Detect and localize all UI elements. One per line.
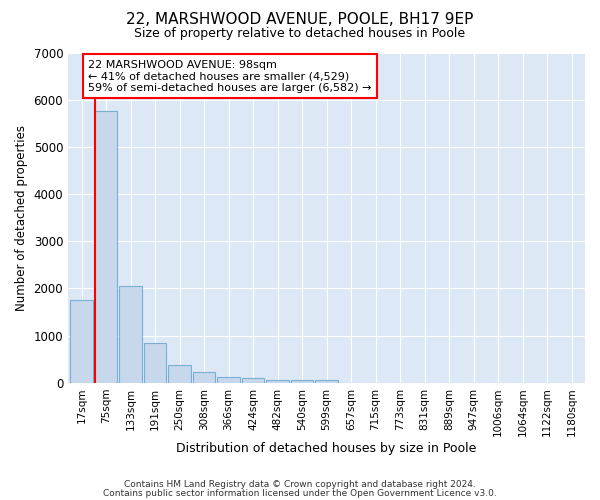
- Bar: [193, 372, 215, 383]
- Text: 22 MARSHWOOD AVENUE: 98sqm
← 41% of detached houses are smaller (4,529)
59% of s: 22 MARSHWOOD AVENUE: 98sqm ← 41% of deta…: [88, 60, 372, 93]
- Bar: [144, 342, 166, 383]
- Bar: [291, 380, 313, 383]
- Bar: [266, 380, 289, 383]
- Y-axis label: Number of detached properties: Number of detached properties: [15, 124, 28, 310]
- Bar: [217, 377, 239, 383]
- Text: 22, MARSHWOOD AVENUE, POOLE, BH17 9EP: 22, MARSHWOOD AVENUE, POOLE, BH17 9EP: [127, 12, 473, 28]
- Bar: [70, 300, 92, 383]
- Text: Contains HM Land Registry data © Crown copyright and database right 2024.: Contains HM Land Registry data © Crown c…: [124, 480, 476, 489]
- Bar: [95, 112, 117, 383]
- Bar: [316, 380, 338, 383]
- Bar: [242, 378, 264, 383]
- Text: Contains public sector information licensed under the Open Government Licence v3: Contains public sector information licen…: [103, 488, 497, 498]
- Text: Size of property relative to detached houses in Poole: Size of property relative to detached ho…: [134, 28, 466, 40]
- X-axis label: Distribution of detached houses by size in Poole: Distribution of detached houses by size …: [176, 442, 477, 455]
- Bar: [169, 365, 191, 383]
- Bar: [119, 286, 142, 383]
